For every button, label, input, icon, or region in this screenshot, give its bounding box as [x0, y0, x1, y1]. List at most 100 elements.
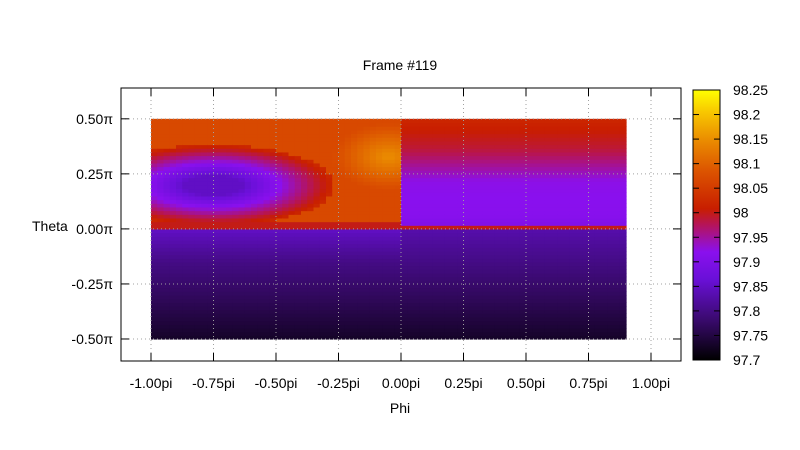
heatmap-cell [507, 291, 515, 296]
heatmap-cell [444, 302, 452, 307]
heatmap-cell [357, 287, 365, 292]
heatmap-cell [351, 324, 358, 329]
heatmap-cell [332, 269, 340, 274]
heatmap-cell [182, 265, 190, 270]
heatmap-cell [401, 254, 408, 259]
heatmap-cell [588, 192, 596, 197]
heatmap-cell [551, 159, 558, 164]
heatmap-cell [588, 225, 596, 230]
heatmap-cell [526, 265, 533, 270]
heatmap-cell [457, 155, 465, 160]
heatmap-cell [557, 221, 565, 226]
heatmap-cell [213, 148, 221, 153]
heatmap-cell [488, 151, 496, 157]
heatmap-cell [338, 199, 346, 204]
heatmap-cell [169, 159, 177, 164]
heatmap-cell [569, 316, 577, 322]
heatmap-cell [469, 199, 477, 204]
heatmap-cell [257, 195, 265, 201]
heatmap-cell [532, 140, 540, 146]
heatmap-cell [338, 272, 346, 278]
heatmap-cell [457, 129, 465, 135]
heatmap-cell [426, 144, 433, 149]
heatmap-cell [526, 243, 533, 248]
heatmap-cell [613, 239, 621, 245]
heatmap-cell [213, 203, 221, 208]
heatmap-cell [557, 236, 565, 241]
heatmap-cell [357, 181, 365, 186]
heatmap-cell [444, 195, 452, 201]
heatmap-cell [413, 203, 421, 208]
heatmap-cell [419, 254, 427, 259]
heatmap-cell [519, 188, 527, 193]
heatmap-cell [307, 335, 315, 340]
heatmap-cell [569, 199, 577, 204]
heatmap-cell [426, 129, 433, 135]
heatmap-cell [307, 195, 315, 201]
heatmap-cell [563, 243, 571, 248]
heatmap-cell [601, 126, 608, 131]
heatmap-cell [413, 331, 421, 336]
heatmap-cell [238, 126, 246, 131]
heatmap-cell [419, 159, 427, 164]
heatmap-cell [444, 122, 452, 127]
heatmap-cell [244, 140, 252, 146]
heatmap-cell [563, 239, 571, 245]
heatmap-cell [207, 276, 215, 281]
heatmap-cell [563, 173, 571, 179]
heatmap-cell [413, 181, 421, 186]
heatmap-cell [301, 166, 308, 171]
heatmap-cell [588, 166, 596, 171]
heatmap-cell [507, 184, 515, 190]
heatmap-cell [569, 140, 577, 146]
heatmap-cell [426, 188, 433, 193]
heatmap-cell [457, 203, 465, 208]
heatmap-cell [494, 151, 502, 157]
heatmap-cell [169, 151, 177, 157]
heatmap-cell [419, 122, 427, 127]
heatmap-cell [488, 228, 496, 234]
heatmap-cell [276, 148, 283, 153]
heatmap-cell [563, 280, 571, 285]
heatmap-cell [226, 232, 233, 237]
heatmap-cell [594, 258, 602, 263]
heatmap-cell [351, 170, 358, 175]
heatmap-cell [207, 137, 215, 142]
heatmap-cell [207, 247, 215, 252]
heatmap-cell [301, 239, 308, 245]
heatmap-cell [207, 280, 215, 285]
heatmap-cell [163, 217, 171, 223]
heatmap-cell [619, 166, 627, 171]
heatmap-cell [369, 225, 377, 230]
heatmap-cell [269, 148, 277, 153]
heatmap-cell [526, 320, 533, 325]
heatmap-cell [569, 239, 577, 245]
heatmap-cell [376, 140, 383, 146]
heatmap-cell [619, 269, 627, 274]
heatmap-cell [438, 327, 446, 333]
heatmap-cell [357, 177, 365, 182]
heatmap-cell [513, 280, 521, 285]
heatmap-cell [551, 331, 558, 336]
heatmap-cell [226, 250, 233, 256]
heatmap-cell [282, 184, 290, 190]
y-tick-label: 0.00π [76, 221, 113, 237]
heatmap-cell [244, 313, 252, 318]
heatmap-cell [513, 243, 521, 248]
heatmap-cell [194, 199, 202, 204]
heatmap-cell [513, 261, 521, 267]
heatmap-cell [582, 137, 590, 142]
heatmap-cell [488, 126, 496, 131]
heatmap-cell [288, 324, 296, 329]
heatmap-cell [501, 247, 508, 252]
heatmap-cell [619, 225, 627, 230]
heatmap-cell [176, 126, 183, 131]
heatmap-cell [213, 243, 221, 248]
heatmap-cell [569, 283, 577, 289]
heatmap-cell [438, 313, 446, 318]
heatmap-cell [507, 239, 515, 245]
heatmap-cell [557, 294, 565, 300]
heatmap-cell [557, 170, 565, 175]
heatmap-cell [601, 283, 608, 289]
heatmap-cell [244, 188, 252, 193]
